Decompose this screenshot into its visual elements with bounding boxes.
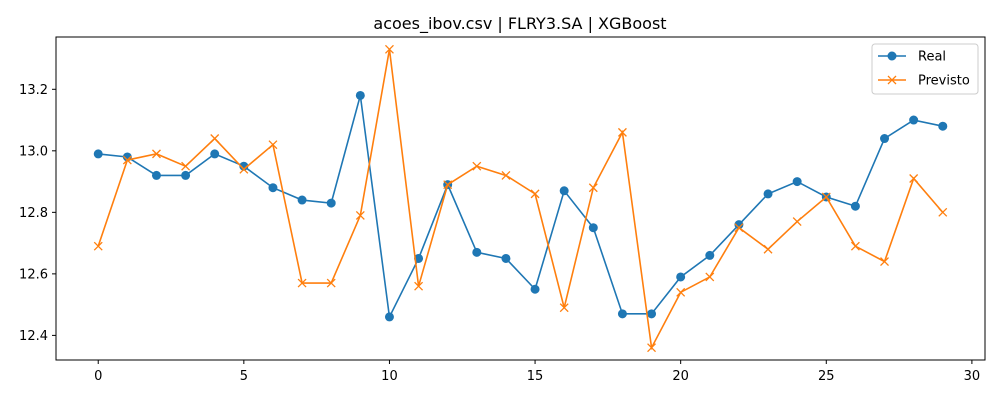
data-point-previsto	[152, 149, 161, 159]
data-point-real	[938, 121, 948, 131]
data-point-real	[763, 189, 773, 199]
y-tick-label: 13.0	[19, 144, 48, 159]
legend: Real Previsto	[871, 43, 979, 95]
y-tick-label: 12.4	[19, 329, 48, 344]
legend-item-previsto: Previsto	[878, 74, 970, 89]
data-point-previsto	[530, 189, 540, 199]
data-point-previsto	[297, 278, 307, 288]
data-point-real	[472, 247, 482, 257]
data-point-real	[181, 170, 191, 180]
data-point-real	[559, 186, 569, 196]
data-point-real	[705, 250, 715, 260]
data-point-previsto	[268, 140, 278, 150]
x-tick-label: 10	[381, 369, 398, 384]
data-point-previsto	[734, 223, 744, 233]
data-point-previsto	[821, 192, 831, 202]
series-layer	[93, 44, 948, 353]
data-point-previsto	[210, 134, 220, 143]
data-point-real	[268, 183, 278, 193]
data-point-previsto	[647, 343, 657, 353]
chart-title: acoes_ibov.csv | FLRY3.SA | XGBoost	[373, 14, 666, 34]
data-point-previsto	[880, 257, 889, 267]
data-point-real	[676, 272, 686, 282]
legend-marker-previsto	[887, 75, 897, 85]
data-point-real	[617, 309, 627, 319]
y-axis: 12.4 12.6 12.8 13.0 13.2	[19, 83, 56, 344]
data-point-previsto	[326, 278, 336, 288]
data-point-previsto	[355, 210, 365, 220]
series-previsto	[93, 44, 948, 353]
y-tick-label: 13.2	[19, 83, 48, 98]
data-point-real	[326, 198, 336, 208]
x-tick-label: 30	[964, 369, 981, 384]
data-point-real	[355, 90, 365, 100]
data-point-real	[792, 177, 802, 187]
data-point-previsto	[122, 155, 132, 165]
legend-item-real: Real	[878, 50, 946, 65]
data-point-previsto	[414, 281, 424, 291]
data-point-real	[530, 284, 540, 294]
legend-marker-real	[887, 51, 897, 61]
series-line-previsto	[97, 49, 944, 351]
x-tick-label: 25	[818, 369, 835, 384]
data-point-previsto	[850, 241, 860, 251]
data-point-real	[909, 115, 919, 125]
data-point-real	[384, 312, 394, 322]
data-point-real	[93, 149, 103, 159]
data-point-previsto	[384, 44, 394, 54]
data-point-previsto	[676, 287, 686, 297]
data-point-previsto	[617, 127, 627, 137]
data-point-previsto	[443, 180, 453, 190]
y-tick-label: 12.6	[19, 267, 48, 282]
data-point-real	[151, 170, 161, 180]
legend-label-real: Real	[918, 50, 946, 65]
x-tick-label: 20	[672, 369, 689, 384]
legend-label-previsto: Previsto	[918, 74, 970, 89]
data-point-previsto	[909, 174, 919, 183]
data-point-previsto	[501, 170, 511, 180]
data-point-previsto	[588, 183, 598, 193]
data-point-previsto	[239, 164, 249, 174]
data-point-real	[297, 195, 307, 205]
series-real	[93, 90, 948, 322]
data-point-real	[588, 223, 598, 233]
data-point-previsto	[763, 244, 773, 254]
data-point-previsto	[93, 241, 103, 251]
x-tick-label: 5	[240, 369, 248, 384]
data-point-real	[501, 253, 511, 263]
data-point-previsto	[559, 303, 569, 313]
x-axis: 0 5 10 15 20 25 30	[94, 360, 980, 384]
data-point-real	[850, 201, 860, 211]
data-point-real	[647, 309, 657, 319]
data-point-previsto	[792, 217, 802, 227]
data-point-previsto	[938, 207, 948, 217]
x-tick-label: 0	[94, 369, 102, 384]
data-point-real	[210, 149, 220, 159]
data-point-real	[880, 134, 890, 144]
y-tick-label: 12.8	[19, 206, 48, 221]
x-tick-label: 15	[527, 369, 544, 384]
data-point-previsto	[472, 161, 482, 171]
data-point-previsto	[705, 272, 715, 282]
data-point-previsto	[181, 161, 191, 171]
plot-frame	[55, 36, 986, 361]
